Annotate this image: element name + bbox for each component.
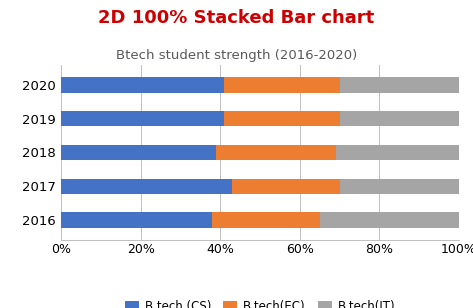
- Bar: [61, 179, 232, 194]
- Bar: [212, 213, 320, 228]
- Bar: [232, 179, 340, 194]
- Bar: [224, 77, 340, 92]
- Bar: [340, 111, 459, 126]
- Legend: B.tech (CS), B.tech(EC), B.tech(IT): B.tech (CS), B.tech(EC), B.tech(IT): [120, 295, 400, 308]
- Bar: [340, 77, 459, 92]
- Bar: [340, 179, 459, 194]
- Text: 2D 100% Stacked Bar chart: 2D 100% Stacked Bar chart: [98, 9, 375, 27]
- Bar: [320, 213, 459, 228]
- Bar: [61, 145, 217, 160]
- Bar: [224, 111, 340, 126]
- Bar: [61, 111, 224, 126]
- Bar: [217, 145, 336, 160]
- Bar: [336, 145, 459, 160]
- Bar: [61, 77, 224, 92]
- Bar: [61, 213, 212, 228]
- Text: Btech student strength (2016-2020): Btech student strength (2016-2020): [116, 49, 357, 62]
